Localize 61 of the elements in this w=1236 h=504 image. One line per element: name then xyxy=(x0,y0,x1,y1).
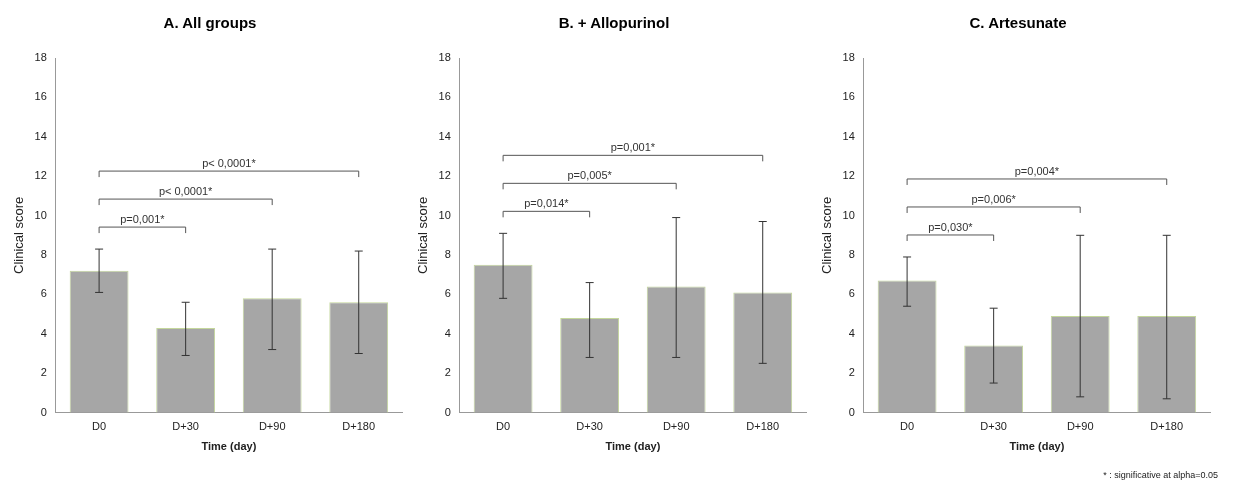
y-tick-label: 0 xyxy=(848,405,855,418)
chart-title: C. Artesunate xyxy=(968,13,1068,33)
y-tick-label: 16 xyxy=(34,90,47,103)
chart-title: B. + Allopurinol xyxy=(557,13,671,33)
annotation: p< 0,0001* xyxy=(158,184,214,197)
x-tick-label: D+180 xyxy=(1150,420,1184,433)
annotation: p=0,014* xyxy=(524,196,570,209)
y-tick-label: 8 xyxy=(848,248,855,261)
x-tick-label: D+180 xyxy=(746,420,780,433)
x-axis-title: Time (day) xyxy=(201,440,257,453)
chart-title: A. All groups xyxy=(162,13,258,33)
annotation: p=0,001* xyxy=(610,140,656,153)
y-tick-label: 4 xyxy=(848,326,855,339)
y-tick-label: 16 xyxy=(842,90,855,103)
y-tick-label: 10 xyxy=(34,208,47,221)
y-tick-label: 10 xyxy=(842,208,855,221)
x-tick-label: D+30 xyxy=(980,420,1007,433)
y-tick-label: 12 xyxy=(438,169,451,182)
annotation: p=0,005* xyxy=(567,168,613,181)
y-tick-label: 14 xyxy=(842,129,855,142)
x-axis-title: Time (day) xyxy=(605,440,661,453)
y-tick-label: 2 xyxy=(848,366,855,379)
y-tick-label: 6 xyxy=(848,287,855,300)
text: * : significative at alpha=0.05 xyxy=(1103,470,1218,480)
y-tick-label: 8 xyxy=(40,248,47,261)
y-axis-title: Clinical score xyxy=(415,196,431,274)
annotation: p< 0,0001* xyxy=(202,156,257,169)
annotation: p=0,030* xyxy=(928,220,974,233)
x-tick-label: D+90 xyxy=(662,420,690,433)
y-tick-label: 8 xyxy=(444,248,451,261)
y-tick-label: 18 xyxy=(34,51,47,64)
x-axis-title: Time (day) xyxy=(1009,440,1065,453)
y-tick-label: 4 xyxy=(444,326,451,339)
x-tick-label: D+30 xyxy=(172,420,199,433)
y-tick-label: 12 xyxy=(34,169,47,182)
x-tick-label: D0 xyxy=(496,420,511,433)
y-axis-title: Clinical score xyxy=(11,196,27,274)
y-tick-label: 14 xyxy=(438,129,451,142)
x-tick-label: D+30 xyxy=(576,420,603,433)
y-tick-label: 16 xyxy=(438,90,451,103)
y-tick-label: 14 xyxy=(34,129,47,142)
annotation: p=0,006* xyxy=(971,192,1017,205)
x-tick-label: D+90 xyxy=(258,420,286,433)
y-tick-label: 2 xyxy=(40,366,47,379)
y-tick-label: 18 xyxy=(842,51,855,64)
x-tick-label: D+90 xyxy=(1066,420,1094,433)
annotation: p=0,004* xyxy=(1014,164,1060,177)
y-tick-label: 2 xyxy=(444,366,451,379)
y-tick-label: 0 xyxy=(444,405,451,418)
y-tick-label: 6 xyxy=(444,287,451,300)
y-tick-label: 18 xyxy=(438,51,451,64)
y-tick-label: 10 xyxy=(438,208,451,221)
x-tick-label: D0 xyxy=(900,420,915,433)
y-tick-label: 4 xyxy=(40,326,47,339)
annotation: p=0,001* xyxy=(120,212,166,225)
y-tick-label: 6 xyxy=(40,287,47,300)
x-tick-label: D+180 xyxy=(342,420,376,433)
y-axis-title: Clinical score xyxy=(819,196,835,274)
x-tick-label: D0 xyxy=(92,420,107,433)
y-tick-label: 0 xyxy=(40,405,47,418)
y-tick-label: 12 xyxy=(842,169,855,182)
